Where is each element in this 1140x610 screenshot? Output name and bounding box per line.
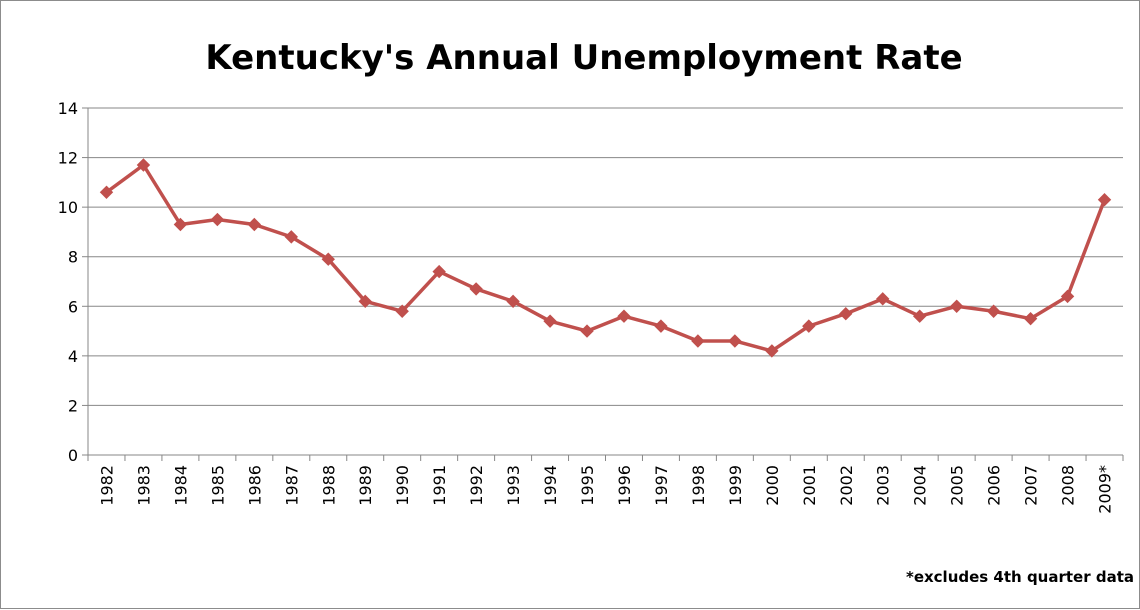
- data-point-marker: [247, 217, 262, 232]
- data-point-marker: [432, 264, 446, 279]
- x-tick-label: 1987: [282, 465, 301, 506]
- x-tick-label: 1995: [578, 465, 597, 506]
- x-tick-label: 1986: [245, 465, 264, 506]
- data-point-marker: [173, 217, 188, 232]
- axes: [87, 108, 1123, 456]
- y-tick-label: 6: [68, 297, 78, 316]
- y-tick-label: 14: [58, 99, 78, 118]
- data-point-marker: [728, 334, 742, 348]
- x-tick-label: 2004: [911, 465, 930, 506]
- x-tick-label: 1985: [208, 465, 227, 506]
- data-point-marker: [654, 319, 668, 333]
- x-tick-label: 2000: [763, 465, 782, 506]
- x-tick-label: 2003: [874, 465, 893, 506]
- chart-title: Kentucky's Annual Unemployment Rate: [205, 38, 962, 78]
- data-point-marker: [210, 212, 225, 227]
- x-tick-label: 2007: [1022, 465, 1041, 506]
- data-point-marker: [912, 309, 927, 323]
- x-tick-label: 1993: [504, 465, 523, 506]
- y-tick-label: 4: [68, 347, 78, 366]
- x-tick-label: 1996: [615, 465, 634, 506]
- data-point-marker: [321, 252, 335, 266]
- data-point-marker: [949, 299, 964, 313]
- data-point-marker: [876, 292, 890, 306]
- x-tick-label: 1983: [134, 465, 153, 506]
- x-tick-label: 2009*: [1096, 465, 1115, 514]
- data-point-marker: [580, 324, 594, 338]
- data-point-marker: [284, 230, 299, 244]
- data-point-marker: [691, 334, 705, 348]
- data-point-marker: [506, 294, 520, 309]
- x-tick-label: 2005: [948, 465, 967, 506]
- footnote: *excludes 4th quarter data: [906, 568, 1134, 586]
- x-axis-ticks: 1982 1983 1984 1985 1986 1987 1988 1989 1990 1991…: [87, 455, 1124, 514]
- data-point-marker: [986, 304, 1001, 318]
- y-tick-label: 2: [68, 396, 78, 415]
- x-tick-label: 1982: [97, 465, 116, 506]
- data-point-marker: [99, 185, 114, 199]
- data-point-marker: [1060, 289, 1075, 304]
- x-tick-label: 1984: [171, 465, 190, 506]
- x-tick-label: 1990: [393, 465, 412, 506]
- y-tick-label: 10: [58, 198, 78, 217]
- data-point-marker: [136, 158, 151, 172]
- data-point-marker: [543, 314, 557, 328]
- y-tick-label: 0: [68, 446, 78, 465]
- y-axis-ticks: 0 2 4 6 8 10 12 14: [58, 99, 88, 465]
- x-tick-label: 1994: [541, 465, 560, 506]
- x-tick-label: 1992: [467, 465, 486, 506]
- x-tick-label: 1998: [689, 465, 708, 506]
- data-point-marker: [617, 309, 631, 323]
- x-tick-label: 1988: [319, 465, 338, 506]
- data-point-marker: [765, 344, 779, 358]
- data-point-marker: [1097, 192, 1112, 207]
- x-tick-label: 2008: [1059, 465, 1078, 506]
- data-point-marker: [802, 319, 816, 333]
- x-tick-label: 1999: [726, 465, 745, 506]
- series-line: [104, 163, 1107, 353]
- y-tick-label: 12: [58, 149, 78, 168]
- x-tick-label: 1989: [356, 465, 375, 506]
- data-point-marker: [395, 304, 409, 318]
- data-point-marker: [839, 307, 853, 321]
- y-tick-label: 8: [68, 248, 78, 267]
- x-tick-label: 1997: [652, 465, 671, 506]
- data-point-marker: [1023, 311, 1038, 326]
- x-tick-label: 1991: [430, 465, 449, 506]
- data-point-marker: [358, 294, 372, 309]
- data-point-marker: [469, 282, 483, 296]
- series-layer: [99, 158, 1112, 358]
- x-tick-label: 2002: [837, 465, 856, 506]
- x-tick-label: 2006: [985, 465, 1004, 506]
- grid-lines: [88, 107, 1123, 406]
- x-tick-label: 2001: [800, 465, 819, 506]
